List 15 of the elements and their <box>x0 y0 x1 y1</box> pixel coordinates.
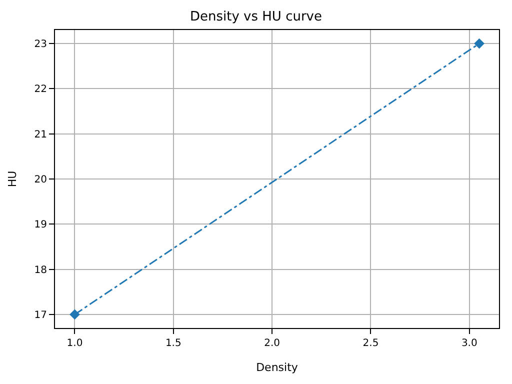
y-tick-label: 21 <box>34 129 47 140</box>
y-tick-label: 17 <box>34 310 47 321</box>
y-tick-label: 20 <box>34 174 47 186</box>
x-tick-label: 1.0 <box>66 338 83 349</box>
y-axis-title: HU <box>6 170 19 188</box>
x-tick-label: 1.5 <box>165 338 182 349</box>
x-tick-label: 2.5 <box>362 338 379 349</box>
chart-title: Density vs HU curve <box>190 10 322 25</box>
y-tick-label: 23 <box>34 39 47 50</box>
x-tick-label: 2.0 <box>264 338 280 349</box>
x-tick-label: 3.0 <box>461 338 478 349</box>
y-tick-label: 22 <box>34 84 47 96</box>
x-axis-title: Density <box>256 361 298 374</box>
y-tick-label: 19 <box>34 220 47 231</box>
y-tick-label: 18 <box>34 264 47 276</box>
